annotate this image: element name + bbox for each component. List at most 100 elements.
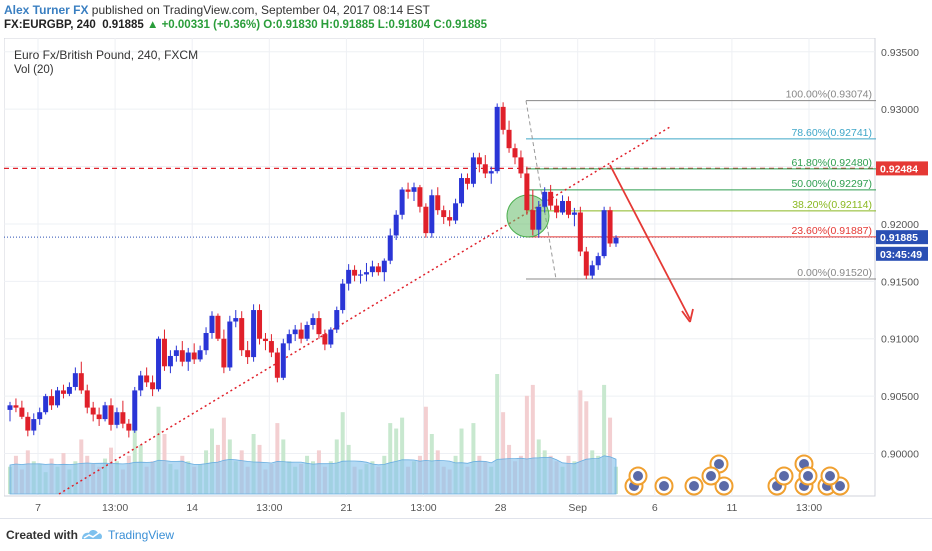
candle-body — [530, 210, 536, 230]
candle-body — [7, 405, 13, 410]
candle-body — [173, 350, 179, 356]
time-axis[interactable]: 7 13:00 14 13:00 21 13:00 28 Sep 6 11 13:00 — [35, 502, 822, 514]
candle-body — [340, 283, 346, 311]
chart-grid — [4, 38, 875, 496]
candle-body — [459, 178, 465, 204]
candle-body — [72, 373, 78, 387]
y-tick-label: 0.93000 — [881, 104, 919, 116]
candle-body — [435, 195, 441, 211]
price-label-box — [876, 161, 928, 176]
publish-text: published on TradingView.com, September … — [88, 3, 430, 17]
fib-trend-line — [525, 100, 557, 280]
author-name[interactable]: Alex Turner FX — [4, 3, 89, 17]
candle-body — [262, 338, 268, 342]
candle-body — [245, 350, 251, 358]
candle-body — [352, 269, 358, 276]
candle-body — [191, 352, 197, 360]
candle-body — [292, 329, 298, 335]
candle-body — [298, 329, 304, 339]
candle-body — [399, 189, 405, 215]
candle-body — [565, 200, 571, 215]
candle-body — [583, 251, 589, 276]
candle-body — [310, 318, 316, 325]
candle-body — [536, 206, 542, 230]
candle-body — [257, 310, 263, 339]
tradingview-link[interactable]: TradingView — [108, 528, 175, 542]
footer: Created with TradingView — [0, 518, 932, 551]
price-label-text: 0.91885 — [880, 232, 918, 244]
candle-body — [453, 203, 459, 221]
price-label-text: 0.92484 — [880, 163, 918, 175]
candle-body — [274, 352, 280, 378]
candle-body — [358, 274, 364, 276]
y-tick-label: 0.93500 — [881, 47, 919, 59]
candle-body — [268, 341, 274, 353]
candle-body — [589, 265, 595, 276]
candle-body — [369, 266, 375, 273]
candle-body — [49, 396, 55, 406]
candlesticks — [7, 102, 619, 438]
candle-body — [613, 237, 619, 244]
candle-body — [375, 266, 381, 273]
volume-average-area — [9, 455, 617, 495]
candle-body — [197, 350, 203, 360]
y-tick-label: 0.91000 — [881, 334, 919, 346]
candle-body — [19, 407, 25, 417]
candle-body — [203, 333, 209, 351]
candle-body — [560, 200, 566, 213]
y-tick-label: 0.92000 — [881, 219, 919, 231]
event-marker-icon — [684, 476, 704, 496]
candle-body — [167, 355, 173, 367]
candle-body — [607, 210, 613, 244]
candle-body — [346, 269, 352, 284]
volume-bar — [459, 428, 464, 494]
candle-body — [66, 386, 72, 394]
volume-bar — [132, 425, 137, 494]
candle-body — [13, 405, 19, 408]
candle-body — [447, 217, 453, 221]
fib-level-label: 78.60%(0.92741) — [791, 127, 872, 139]
price-change: +0.00331 (+0.36%) — [161, 19, 261, 31]
candle-body — [316, 318, 322, 335]
candle-body — [363, 272, 369, 275]
candle-body — [482, 164, 488, 174]
x-tick-label: 28 — [495, 502, 507, 514]
volume-bar — [602, 384, 607, 494]
candle-body — [524, 173, 530, 211]
chart-legend-title: Euro Fx/British Pound, 240, FXCM — [14, 48, 199, 62]
price-chart[interactable]: 100.00%(0.93074) 78.60%(0.92741) 61.80%(0.… — [4, 38, 928, 518]
candle-body — [500, 106, 506, 130]
volume-bar — [608, 417, 613, 494]
volume-bar — [156, 406, 161, 494]
volume-bar — [423, 406, 428, 494]
projection-arrow-line — [609, 164, 691, 320]
candle-body — [221, 338, 227, 368]
x-tick-label: 21 — [341, 502, 353, 514]
fibonacci-retracement[interactable]: 100.00%(0.93074) 78.60%(0.92741) 61.80%(0.… — [525, 89, 876, 280]
event-marker-icon — [820, 466, 840, 486]
candle-body — [120, 412, 126, 424]
volume-bar — [471, 423, 476, 494]
fib-level-label: 38.20%(0.92114) — [792, 199, 872, 211]
x-tick-label: 13:00 — [102, 502, 128, 514]
economic-events[interactable] — [624, 454, 850, 496]
candle-body — [227, 321, 233, 368]
fib-level-label: 100.00%(0.93074) — [786, 89, 872, 101]
candle-body — [494, 106, 500, 172]
price-label-box — [876, 246, 928, 261]
candle-body — [512, 148, 518, 158]
candle-body — [114, 412, 120, 425]
candle-body — [571, 212, 577, 215]
fib-level-label: 0.00%(0.91520) — [797, 267, 872, 279]
volume-bar — [400, 417, 405, 494]
volume-bar — [388, 423, 393, 494]
volume-bar — [210, 428, 214, 494]
candle-body — [150, 382, 156, 390]
candle-body — [476, 157, 482, 165]
volume-area — [9, 455, 617, 495]
candle-body — [595, 256, 601, 266]
event-marker-icon — [628, 466, 648, 486]
tradingview-logo-icon[interactable] — [80, 527, 104, 543]
event-marker-icon — [654, 476, 674, 496]
price-axis[interactable]: 0.935000.930000.925000.920000.915000.910… — [876, 47, 928, 461]
